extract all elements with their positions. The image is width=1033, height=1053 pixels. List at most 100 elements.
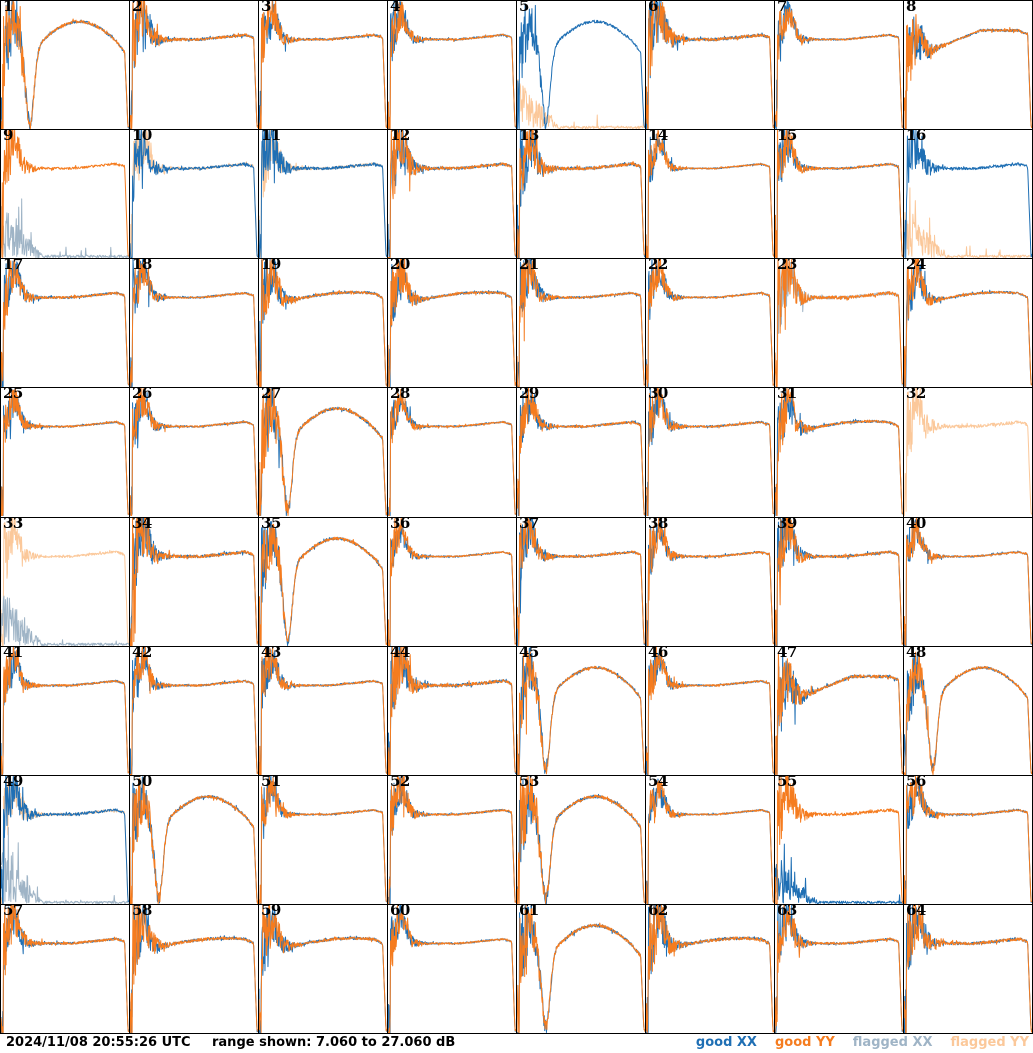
panel-number-50: 50 [132,775,152,790]
spectrum-panel-9[interactable]: 9 [1,130,129,259]
spectrum-panel-12[interactable]: 12 [388,130,516,259]
spectrum-plot-32 [904,388,1032,516]
spectrum-panel-51[interactable]: 51 [259,775,387,904]
spectrum-panel-13[interactable]: 13 [517,130,645,259]
spectrum-panel-61[interactable]: 61 [517,904,645,1033]
spectrum-panel-28[interactable]: 28 [388,388,516,517]
panel-number-60: 60 [390,904,410,919]
panel-number-12: 12 [390,130,410,145]
spectrum-panel-44[interactable]: 44 [388,646,516,775]
trace-good_yy [130,905,258,1032]
spectrum-panel-64[interactable]: 64 [904,904,1032,1033]
spectrum-panel-48[interactable]: 48 [904,646,1032,775]
spectrum-panel-55[interactable]: 55 [775,775,903,904]
spectrum-panel-52[interactable]: 52 [388,775,516,904]
trace-good_yy [259,259,387,386]
spectrum-panel-54[interactable]: 54 [646,775,774,904]
range-label: range shown: 7.060 to 27.060 dB [212,1035,456,1050]
trace-good_yy [646,905,774,1032]
trace-good_xx [259,388,387,515]
spectrum-panel-14[interactable]: 14 [646,130,774,259]
spectrum-plot-40 [904,518,1032,646]
spectrum-panel-1[interactable]: 1 [1,1,129,130]
spectrum-panel-11[interactable]: 11 [259,130,387,259]
panel-number-31: 31 [777,388,797,403]
spectrum-panel-32[interactable]: 32 [904,388,1032,517]
spectrum-panel-57[interactable]: 57 [1,904,129,1033]
trace-good_yy [1,647,129,774]
spectrum-panel-59[interactable]: 59 [259,904,387,1033]
spectrum-panel-21[interactable]: 21 [517,259,645,388]
spectrum-panel-29[interactable]: 29 [517,388,645,517]
spectrum-panel-30[interactable]: 30 [646,388,774,517]
spectrum-panel-58[interactable]: 58 [130,904,258,1033]
spectrum-panel-47[interactable]: 47 [775,646,903,775]
trace-good_yy [517,905,645,1032]
spectrum-panel-34[interactable]: 34 [130,517,258,646]
trace-good_yy [130,1,258,128]
spectrum-plot-36 [388,518,516,646]
panel-number-47: 47 [777,646,797,661]
spectrum-panel-19[interactable]: 19 [259,259,387,388]
spectrum-panel-37[interactable]: 37 [517,517,645,646]
spectrum-panel-49[interactable]: 49 [1,775,129,904]
panel-number-33: 33 [3,517,23,532]
spectrum-panel-16[interactable]: 16 [904,130,1032,259]
spectrum-panel-31[interactable]: 31 [775,388,903,517]
spectrum-panel-33[interactable]: 33 [1,517,129,646]
spectrum-panel-40[interactable]: 40 [904,517,1032,646]
spectrum-panel-63[interactable]: 63 [775,904,903,1033]
spectrum-panel-36[interactable]: 36 [388,517,516,646]
spectrum-panel-20[interactable]: 20 [388,259,516,388]
spectrum-panel-4[interactable]: 4 [388,1,516,130]
spectrum-panel-2[interactable]: 2 [130,1,258,130]
spectrum-panel-18[interactable]: 18 [130,259,258,388]
spectrum-panel-3[interactable]: 3 [259,1,387,130]
spectrum-panel-23[interactable]: 23 [775,259,903,388]
spectrum-panel-39[interactable]: 39 [775,517,903,646]
spectrum-panel-38[interactable]: 38 [646,517,774,646]
spectrum-panel-62[interactable]: 62 [646,904,774,1033]
panel-number-57: 57 [3,904,23,919]
spectrum-panel-27[interactable]: 27 [259,388,387,517]
spectrum-panel-5[interactable]: 5 [517,1,645,130]
spectrum-panel-8[interactable]: 8 [904,1,1032,130]
trace-flagged_yy [904,188,1032,258]
spectrum-panel-17[interactable]: 17 [1,259,129,388]
trace-good_yy [1,259,129,386]
spectrum-panel-53[interactable]: 53 [517,775,645,904]
spectrum-panel-10[interactable]: 10 [130,130,258,259]
spectrum-panel-50[interactable]: 50 [130,775,258,904]
spectrum-panel-26[interactable]: 26 [130,388,258,517]
spectrum-panel-56[interactable]: 56 [904,775,1032,904]
panel-number-18: 18 [132,259,152,274]
spectrum-panel-35[interactable]: 35 [259,517,387,646]
spectrum-panel-15[interactable]: 15 [775,130,903,259]
panel-number-49: 49 [3,775,23,790]
trace-good_xx [517,259,645,386]
panel-number-28: 28 [390,388,410,403]
spectrum-panel-25[interactable]: 25 [1,388,129,517]
spectrum-panel-6[interactable]: 6 [646,1,774,130]
spectrum-panel-60[interactable]: 60 [388,904,516,1033]
trace-good_yy [388,905,516,1032]
trace-good_yy [517,518,645,645]
spectrum-panel-42[interactable]: 42 [130,646,258,775]
spectrum-panel-45[interactable]: 45 [517,646,645,775]
spectrum-panel-46[interactable]: 46 [646,646,774,775]
spectrum-plot-10 [130,130,258,258]
spectrum-panel-41[interactable]: 41 [1,646,129,775]
panel-number-34: 34 [132,517,152,532]
spectrum-panel-43[interactable]: 43 [259,646,387,775]
trace-good_xx [259,521,387,645]
panel-number-44: 44 [390,646,410,661]
spectrum-panel-24[interactable]: 24 [904,259,1032,388]
spectrum-plot-33 [1,518,129,646]
trace-good_yy [388,647,516,774]
spectrum-plot-20 [388,259,516,387]
spectrum-panel-7[interactable]: 7 [775,1,903,130]
spectrum-plot-54 [646,776,774,904]
spectrum-panel-22[interactable]: 22 [646,259,774,388]
trace-good_yy [517,259,645,386]
